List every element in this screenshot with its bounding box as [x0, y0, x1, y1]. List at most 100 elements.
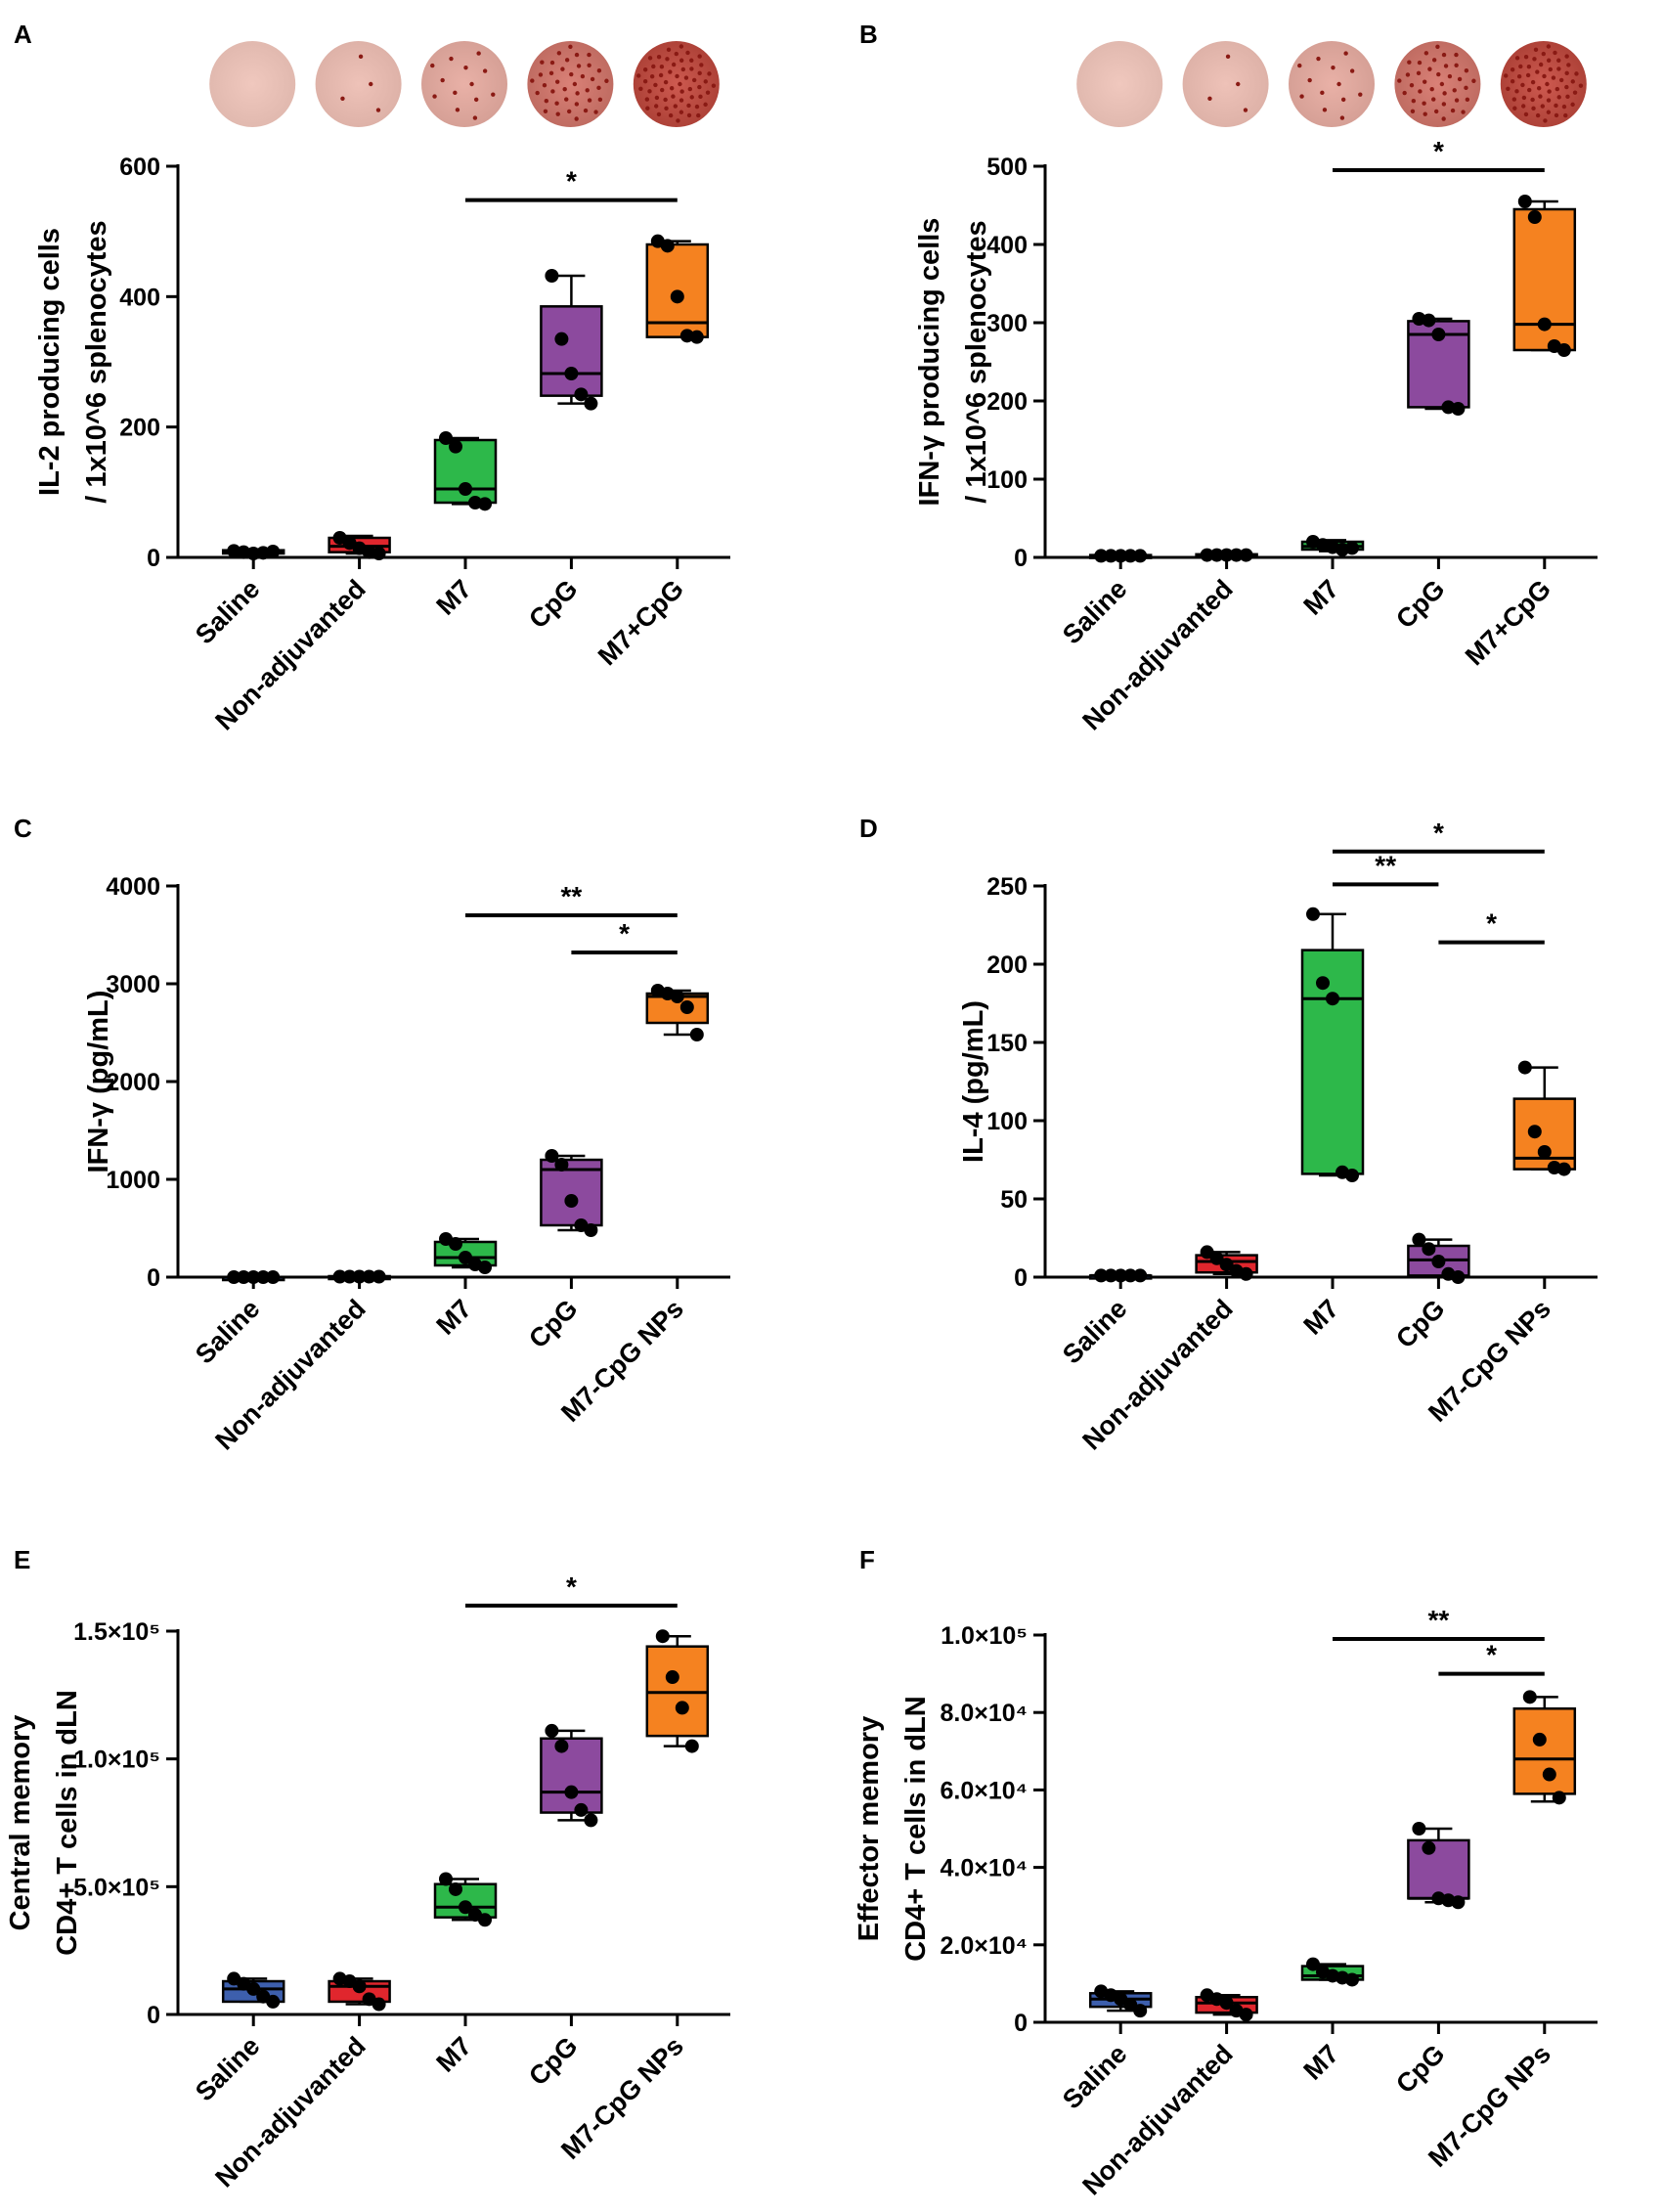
elispot-spot	[1566, 63, 1571, 67]
elispot-spot	[1402, 90, 1407, 96]
data-point	[554, 1158, 569, 1172]
data-point	[679, 1000, 694, 1014]
elispot-spot	[535, 90, 540, 96]
elispot-spot	[1546, 58, 1552, 63]
data-point	[1239, 548, 1253, 562]
data-point	[1451, 1895, 1466, 1910]
elispot-spot	[665, 57, 670, 62]
elispot-spot	[1417, 60, 1423, 66]
elispot-spot	[674, 51, 679, 57]
elispot-spot	[572, 81, 578, 87]
elispot-spot	[543, 109, 548, 113]
box-m7	[433, 1872, 498, 1927]
elispot-spot	[668, 112, 674, 118]
elispot-spot	[703, 79, 708, 84]
elispot-spot	[1506, 86, 1511, 91]
data-point	[1431, 1255, 1446, 1268]
elispot-spot	[675, 73, 679, 79]
data-point	[1114, 549, 1128, 563]
elispot-spot	[1548, 66, 1554, 72]
data-point	[1345, 1972, 1359, 1987]
elispot-spot	[1322, 108, 1328, 112]
y-tick-label: 400	[986, 232, 1028, 259]
y-axis-label: Central memory	[5, 1715, 36, 1931]
data-point	[478, 497, 492, 511]
elispot-spot	[656, 54, 662, 60]
elispot-spot	[1452, 88, 1457, 93]
elispot-spot	[554, 79, 560, 84]
data-point	[1123, 1268, 1138, 1283]
y-axis-label: / 1x10^6 splenocytes	[961, 220, 992, 503]
category-label: M7	[431, 574, 478, 621]
elispot-spot	[1530, 79, 1536, 85]
elispot-spot	[1553, 50, 1557, 56]
elispot-spot	[663, 97, 668, 103]
elispot-spot	[548, 70, 554, 76]
elispot-spot	[1339, 115, 1345, 120]
elispot-spot	[1343, 51, 1348, 56]
elispot-spot	[1521, 95, 1527, 101]
y-axis-label: IL-2 producing cells	[34, 228, 66, 496]
elispot-spot	[653, 104, 659, 109]
significance-label: *	[619, 918, 630, 949]
elispot-spot	[568, 44, 573, 49]
category-label: CpG	[523, 1294, 584, 1354]
elispot-spot	[1546, 98, 1552, 103]
elispot-spot	[1570, 79, 1575, 84]
elispot-spot	[1441, 52, 1447, 58]
data-point	[449, 1237, 462, 1251]
data-point	[1556, 343, 1571, 357]
panel-label: B	[859, 20, 878, 49]
data-point	[1094, 1268, 1109, 1283]
elispot-spot	[1535, 69, 1540, 74]
y-tick-label: 4.0×10⁴	[940, 1855, 1028, 1882]
elispot-spot	[1442, 91, 1447, 96]
y-tick-label: 200	[986, 951, 1028, 979]
elispot-spot	[1545, 81, 1550, 87]
data-point	[332, 1269, 347, 1284]
elispot-spot	[580, 73, 586, 79]
y-tick-label: 6.0×10⁴	[940, 1777, 1028, 1804]
elispot-spot	[1441, 116, 1446, 121]
elispot-spot	[1555, 86, 1560, 92]
elispot-spot	[587, 63, 591, 67]
elispot-spot	[1431, 97, 1436, 102]
y-axis-label: IL-4 (pg/mL)	[958, 1000, 989, 1163]
elispot-spot	[1541, 51, 1547, 57]
elispot-spot	[1526, 65, 1532, 69]
data-point	[1239, 2008, 1253, 2022]
elispot-spot	[1450, 108, 1456, 113]
elispot-spot	[1439, 81, 1445, 87]
data-point	[342, 1269, 357, 1284]
box-saline	[221, 1270, 285, 1284]
elispot-spot	[699, 63, 704, 67]
box-cpg	[540, 1149, 603, 1237]
y-tick-label: 150	[986, 1030, 1028, 1057]
elispot-well	[421, 41, 507, 127]
y-tick-label: 1000	[106, 1167, 160, 1194]
elispot-spot	[697, 54, 702, 59]
elispot-spot	[680, 66, 686, 72]
data-point	[478, 1913, 492, 1927]
y-tick-label: 600	[119, 154, 160, 181]
elispot-spot	[1464, 68, 1469, 73]
elispot-spot	[1422, 79, 1427, 84]
box-saline	[1088, 549, 1153, 563]
data-point	[372, 547, 386, 560]
significance-label: **	[561, 881, 583, 911]
elispot-spot	[542, 82, 547, 88]
elispot-spot	[1447, 73, 1453, 79]
y-tick-label: 1.0×10⁵	[941, 1622, 1028, 1650]
data-point	[564, 367, 579, 380]
elispot-spot	[555, 111, 560, 116]
elispot-spot	[1441, 102, 1447, 107]
y-axis-label: / 1x10^6 splenocytes	[81, 220, 112, 503]
category-label: M7	[1298, 574, 1345, 621]
elispot-spot	[660, 87, 665, 93]
category-label: M7+CpG	[592, 574, 689, 671]
box-cpg	[540, 269, 603, 411]
elispot-well	[209, 41, 296, 127]
